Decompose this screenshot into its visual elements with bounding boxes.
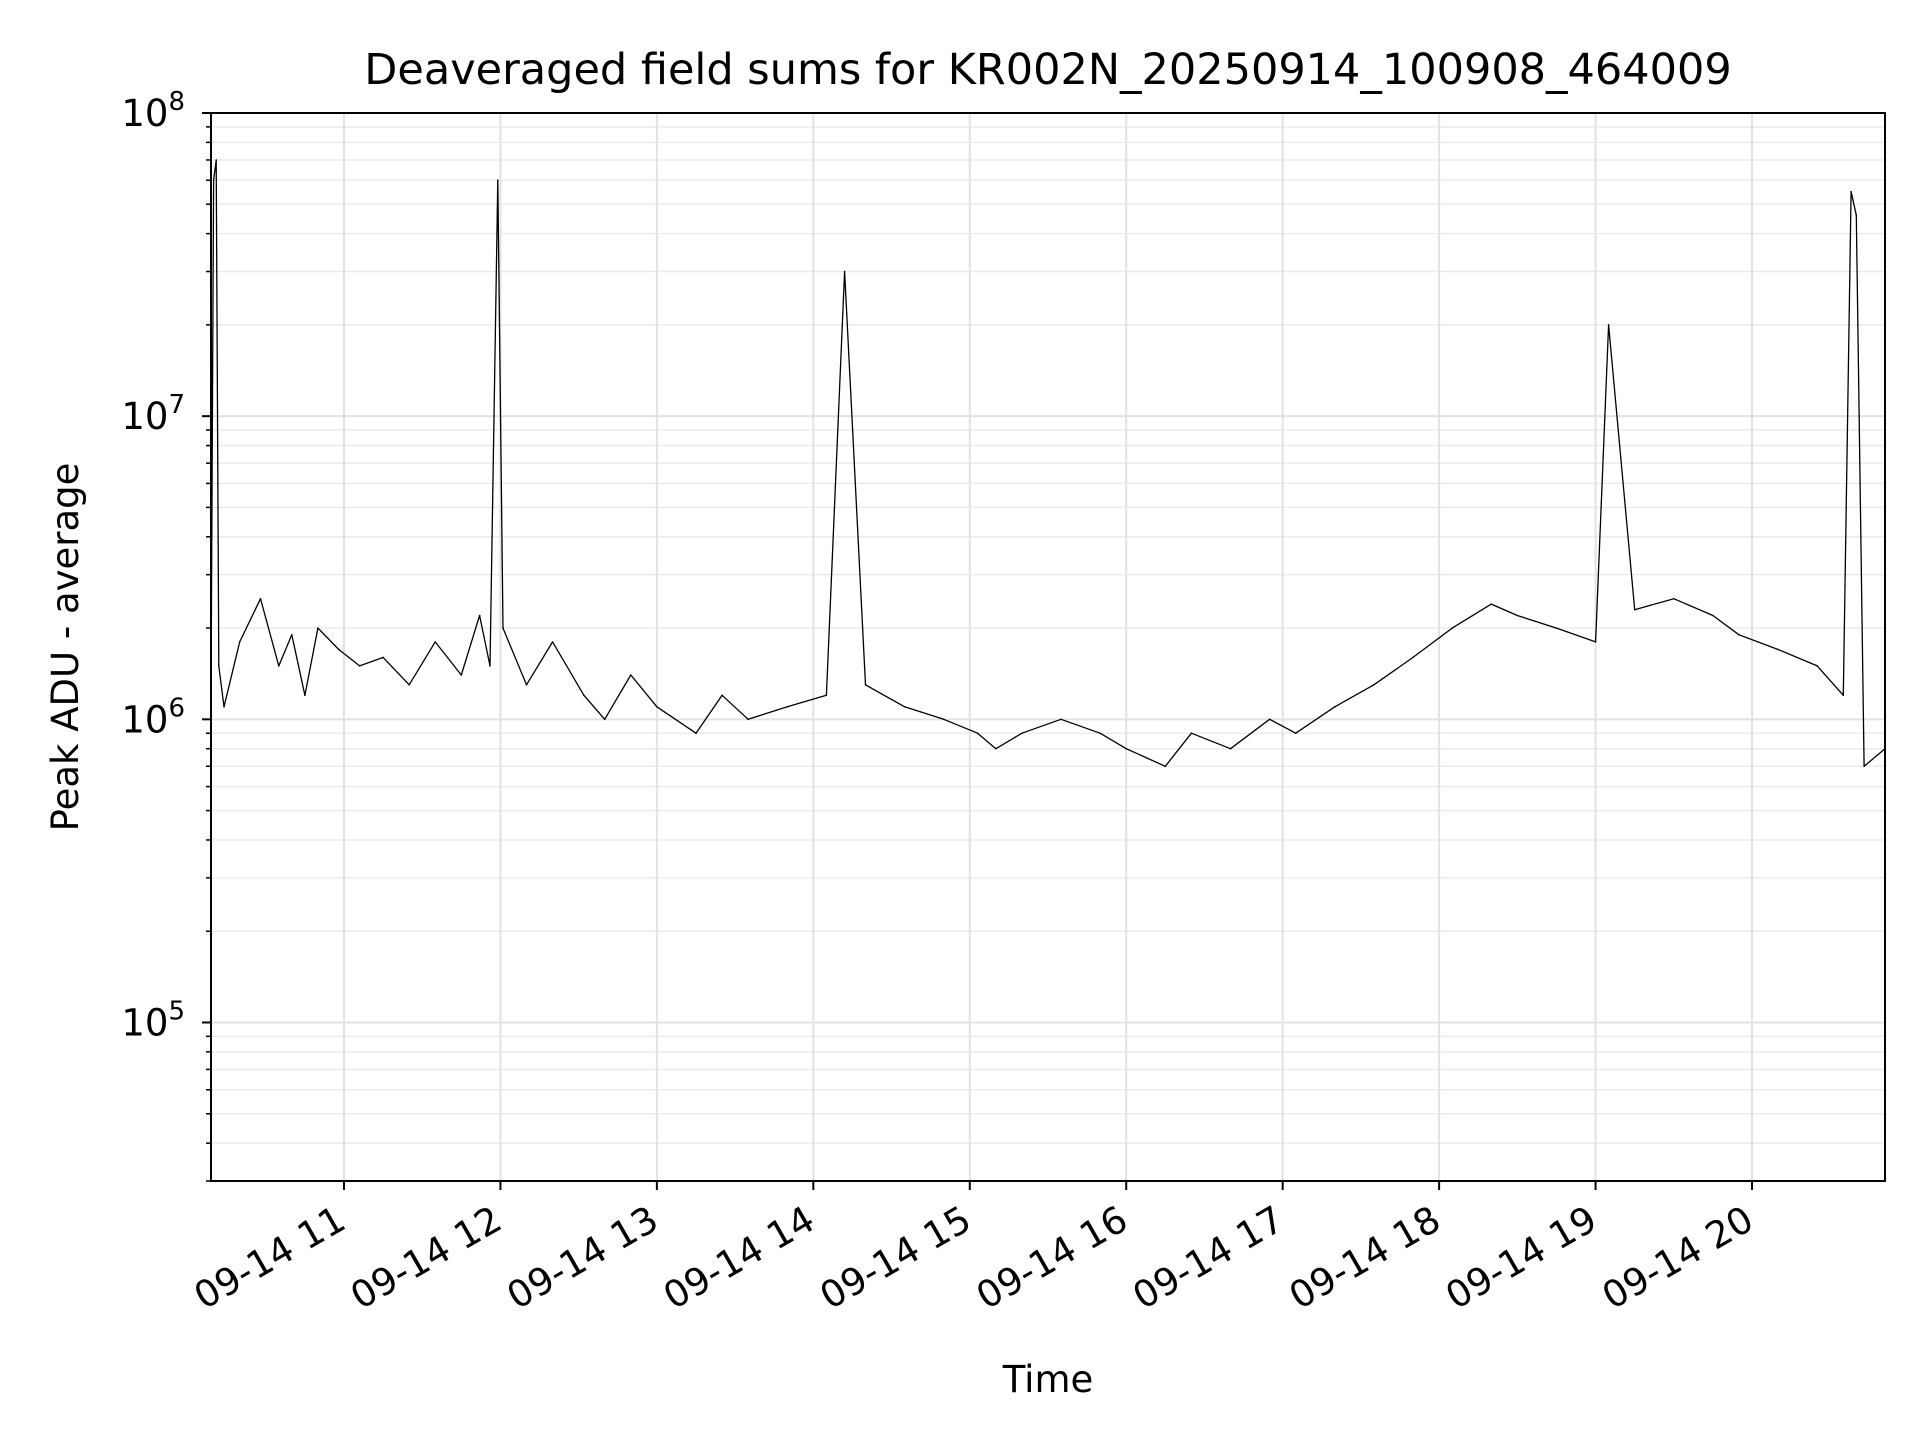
- data-point: [1673, 597, 1675, 600]
- data-point: [1607, 324, 1610, 326]
- data-point: [1777, 648, 1779, 651]
- y-axis-label: Peak ADU - average: [44, 463, 87, 832]
- series-line-group: [210, 159, 1886, 768]
- data-point: [1099, 732, 1101, 734]
- data-point: [1451, 627, 1453, 629]
- data-point: [358, 665, 361, 667]
- data-point: [525, 684, 528, 686]
- data-point: [502, 627, 504, 629]
- data-point: [1229, 747, 1232, 750]
- data-point: [1842, 694, 1845, 697]
- chart-title: Deaveraged field sums for KR002N_2025091…: [364, 45, 1731, 95]
- data-point: [478, 614, 481, 617]
- data-point: [1373, 684, 1375, 686]
- data-point: [583, 694, 585, 697]
- data-point: [259, 597, 262, 600]
- y-tick-label-exponent: 7: [168, 390, 185, 420]
- data-point: [1060, 718, 1062, 721]
- data-point: [942, 718, 945, 721]
- data-point: [215, 159, 217, 161]
- data-point: [747, 718, 749, 721]
- data-point: [1164, 765, 1167, 768]
- data-point: [434, 641, 437, 643]
- y-tick-label-exponent: 6: [168, 693, 185, 723]
- data-point: [1633, 608, 1636, 611]
- y-tick-label: 105: [121, 996, 185, 1044]
- data-point: [223, 706, 225, 708]
- data-point: [1712, 614, 1714, 617]
- data-point: [1125, 747, 1127, 750]
- y-tick-label: 108: [121, 87, 185, 135]
- data-point: [1594, 641, 1597, 643]
- y-tick-label-base: 10: [121, 92, 168, 135]
- data-point: [1021, 732, 1023, 734]
- x-axis-label: Time: [1002, 1358, 1094, 1401]
- y-tick-label-base: 10: [121, 395, 168, 438]
- data-point: [551, 641, 554, 643]
- data-point: [238, 641, 241, 643]
- data-point: [1334, 706, 1336, 708]
- data-point: [408, 684, 411, 686]
- y-tick-label: 106: [121, 693, 185, 741]
- data-point: [291, 634, 293, 636]
- data-point: [976, 732, 979, 734]
- data-point: [497, 179, 499, 182]
- data-point: [1855, 214, 1858, 216]
- data-point: [1863, 765, 1865, 768]
- data-point: [382, 656, 384, 659]
- data-point: [1816, 665, 1818, 667]
- data-point: [304, 694, 306, 697]
- data-point: [1412, 656, 1414, 659]
- y-tick-label-base: 10: [121, 1001, 168, 1044]
- grid-lines: [211, 113, 1885, 1182]
- data-point: [278, 665, 280, 667]
- data-point: [1516, 614, 1519, 617]
- data-point: [1490, 603, 1493, 605]
- data-point: [218, 665, 220, 667]
- data-point: [1294, 732, 1297, 734]
- data-point: [786, 706, 789, 708]
- plot-frame: [210, 112, 1886, 1182]
- y-tick-label-exponent: 5: [168, 996, 185, 1026]
- y-tick-label-base: 10: [121, 698, 168, 741]
- y-tick-label: 107: [121, 390, 185, 438]
- data-point: [338, 648, 340, 651]
- data-point: [721, 694, 723, 697]
- data-point: [995, 747, 997, 750]
- data-point: [864, 684, 867, 686]
- y-tick-label-exponent: 8: [168, 87, 185, 117]
- data-point: [1190, 732, 1193, 734]
- data-point: [1555, 627, 1558, 629]
- data-point: [843, 270, 846, 273]
- data-point: [695, 732, 697, 734]
- data-point: [825, 694, 828, 697]
- data-point: [1268, 718, 1271, 721]
- data-point: [903, 706, 906, 708]
- data-point: [1738, 634, 1740, 636]
- data-point: [460, 674, 463, 676]
- data-point: [212, 179, 215, 182]
- data-point: [489, 665, 491, 667]
- data-point: [603, 718, 606, 721]
- data-point: [1850, 190, 1852, 193]
- data-point: [630, 674, 632, 676]
- data-point: [656, 706, 658, 708]
- data-point: [317, 627, 319, 629]
